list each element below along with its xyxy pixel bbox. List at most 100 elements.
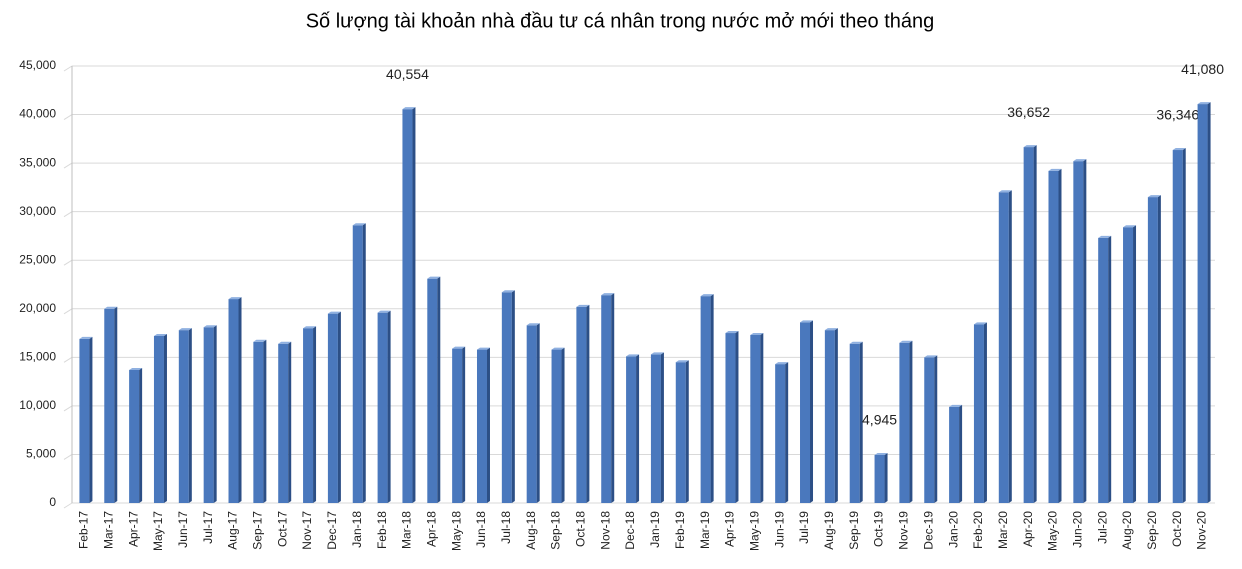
bar-top: [129, 367, 143, 370]
y-tick-label: 30,000: [19, 204, 56, 218]
x-tick-label: Feb-18: [375, 511, 389, 549]
x-tick-label: Apr-18: [424, 511, 438, 547]
bar-top: [849, 341, 863, 344]
bar-top: [601, 293, 615, 296]
bar-side: [884, 452, 888, 503]
bar: [203, 327, 214, 503]
x-tick-label: Mar-20: [996, 511, 1010, 549]
bar-top: [253, 339, 267, 342]
y-tick-label: 25,000: [19, 252, 56, 266]
bar-top: [973, 322, 987, 325]
bar-top: [1023, 145, 1037, 148]
x-tick-label: Jul-18: [499, 511, 513, 544]
bar-side: [188, 328, 192, 503]
bar: [824, 330, 835, 503]
x-tick-label: Aug-18: [524, 511, 538, 550]
bar-side: [561, 347, 565, 503]
x-tick-label: Oct-19: [872, 511, 886, 547]
bar-top: [750, 332, 764, 335]
bar-top: [725, 331, 739, 334]
bar-side: [511, 290, 515, 503]
bar: [700, 296, 711, 503]
grid-line: [63, 356, 73, 363]
bar: [452, 348, 463, 503]
bar: [178, 330, 189, 503]
bar: [775, 364, 786, 503]
bar-side: [387, 310, 391, 503]
bar-top: [1098, 235, 1112, 238]
x-tick-label: Jul-17: [201, 511, 215, 544]
value-label: 40,554: [386, 66, 429, 82]
y-tick-label: 5,000: [26, 447, 56, 461]
bar-top: [899, 340, 913, 343]
value-label: 36,652: [1007, 104, 1050, 120]
x-tick-label: Jun-17: [176, 511, 190, 548]
x-tick-label: Jun-18: [474, 511, 488, 548]
x-tick-label: Nov-17: [300, 511, 314, 550]
bar-top: [650, 352, 664, 355]
bar-side: [710, 294, 714, 503]
bar-side: [1108, 235, 1112, 504]
x-tick-label: Sep-20: [1145, 511, 1159, 550]
bar-side: [1083, 159, 1087, 503]
bar-top: [675, 360, 689, 363]
grid-line: [63, 114, 73, 120]
bar-side: [362, 223, 366, 504]
x-tick-label: Jan-18: [350, 511, 364, 548]
bar: [104, 308, 115, 503]
bar-top: [551, 347, 565, 350]
bar-top: [700, 294, 714, 297]
x-tick-label: Dec-17: [325, 511, 339, 550]
bar-side: [934, 355, 938, 503]
bar-top: [377, 310, 391, 313]
bar-side: [163, 333, 167, 503]
bar-side: [1207, 102, 1211, 503]
bar: [650, 354, 661, 503]
bar-top: [178, 328, 192, 331]
bar: [601, 295, 612, 503]
bar-side: [810, 320, 814, 503]
x-tick-label: Nov-19: [897, 511, 911, 550]
x-tick-label: May-18: [449, 511, 463, 551]
bar-side: [735, 331, 739, 503]
grid-line: [63, 308, 73, 315]
bar: [1123, 227, 1134, 503]
bar-top: [476, 347, 490, 350]
bar-side: [288, 341, 292, 503]
x-tick-label: May-17: [151, 511, 165, 551]
x-tick-label: Dec-18: [623, 511, 637, 550]
bar-side: [536, 323, 540, 503]
bar: [1172, 150, 1183, 503]
x-tick-label: Aug-17: [226, 511, 240, 550]
bar-top: [228, 297, 242, 300]
x-tick-label: Dec-19: [921, 511, 935, 550]
bar: [626, 356, 637, 503]
x-tick-label: Aug-20: [1120, 511, 1134, 550]
value-label: 41,080: [1181, 61, 1224, 77]
bar-side: [1133, 225, 1137, 503]
bar-side: [1058, 168, 1062, 503]
x-tick-label: Mar-17: [101, 511, 115, 549]
bar: [153, 335, 164, 503]
bar-side: [213, 325, 217, 503]
bar-side: [983, 322, 987, 503]
bar: [1098, 237, 1109, 504]
bar: [949, 406, 960, 503]
bar-side: [1157, 195, 1161, 503]
bar-side: [114, 306, 118, 503]
bar-top: [104, 306, 118, 309]
bar-side: [412, 107, 416, 503]
bar-top: [924, 355, 938, 358]
bar: [1197, 104, 1208, 503]
bar-top: [427, 276, 441, 279]
bar: [129, 369, 140, 503]
grid-line: [63, 502, 73, 509]
x-tick-label: Sep-17: [251, 511, 265, 550]
bar-side: [636, 354, 640, 503]
x-tick-label: Jan-20: [946, 511, 960, 548]
bar-side: [337, 311, 341, 503]
grid-line: [63, 405, 73, 412]
bar-side: [785, 362, 789, 503]
bar-side: [760, 332, 764, 503]
